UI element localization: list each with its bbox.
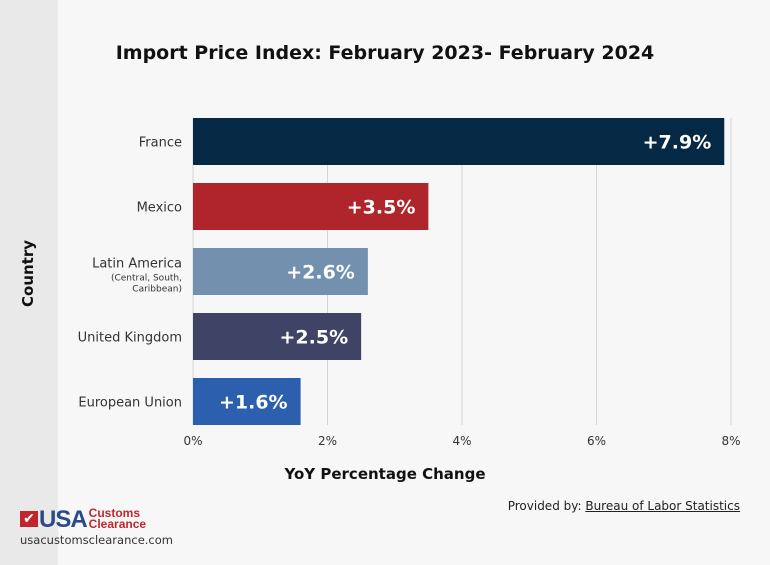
logo-customs: Customs — [88, 506, 141, 520]
data-label: +1.6% — [219, 392, 288, 414]
bar — [193, 118, 725, 165]
x-tick-label: 4% — [452, 434, 471, 448]
bar — [193, 183, 429, 230]
chart-title: Import Price Index: February 2023- Febru… — [115, 42, 655, 64]
data-label: +2.6% — [286, 262, 355, 284]
bar — [193, 313, 362, 360]
y-tick-sublabel: (Central, South, — [111, 274, 182, 284]
y-tick-label: France — [139, 136, 182, 151]
source-note: Provided by: Bureau of Labor Statistics — [508, 499, 740, 513]
y-tick-sublabel: Caribbean) — [132, 285, 182, 295]
data-label: +2.5% — [280, 327, 349, 349]
logo: ✔ USA Customs Clearance — [20, 506, 147, 533]
site-url: usacustomsclearance.com — [20, 533, 173, 547]
y-tick-label: Mexico — [137, 201, 182, 216]
checkmark-icon: ✔ — [20, 511, 38, 527]
x-tick-label: 2% — [318, 434, 337, 448]
y-tick-label: United Kingdom — [78, 331, 182, 346]
source-prefix: Provided by: — [507, 499, 582, 513]
data-label: +7.9% — [643, 132, 712, 154]
logo-clearance: Clearance — [88, 517, 147, 531]
left-strip — [0, 0, 58, 565]
x-tick-label: 8% — [721, 434, 740, 448]
y-tick-label: Latin America — [92, 257, 182, 272]
bar — [193, 378, 301, 425]
source-link[interactable]: Bureau of Labor Statistics — [585, 499, 740, 513]
bar — [193, 248, 368, 295]
data-label: +3.5% — [347, 197, 416, 219]
x-axis-label: YoY Percentage Change — [284, 465, 486, 483]
x-tick-label: 6% — [587, 434, 606, 448]
x-tick-label: 0% — [183, 434, 202, 448]
y-tick-label: European Union — [78, 396, 182, 411]
y-axis-label: Country — [19, 239, 37, 307]
logo-usa: USA — [39, 506, 88, 533]
